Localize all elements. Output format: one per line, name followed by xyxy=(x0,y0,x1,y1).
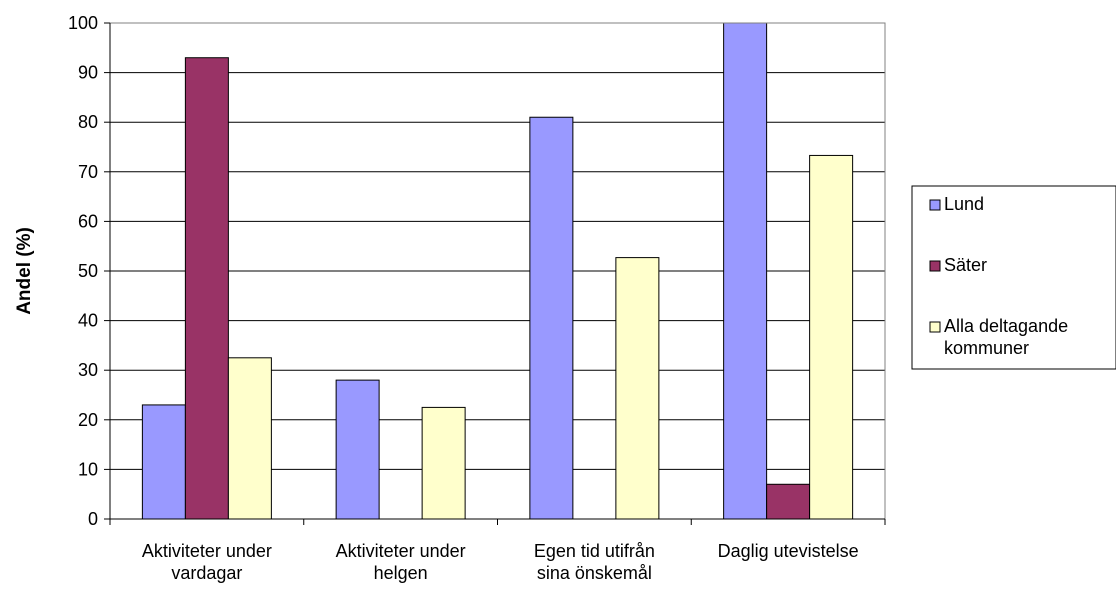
y-tick-label: 50 xyxy=(78,261,98,281)
y-tick-label: 0 xyxy=(88,509,98,529)
legend-label: Säter xyxy=(944,255,987,275)
y-tick-label: 10 xyxy=(78,459,98,479)
x-category-label-line: Egen tid utifrån xyxy=(534,541,655,561)
y-axis-label: Andel (%) xyxy=(14,227,35,315)
x-category-label: Daglig utevistelse xyxy=(718,541,859,561)
bar-lund xyxy=(335,379,380,520)
legend-label-line: kommuner xyxy=(944,338,1029,358)
y-tick-label: 70 xyxy=(78,162,98,182)
bar-alla-deltagande-kommuner xyxy=(615,257,660,520)
legend-label-line: Säter xyxy=(944,255,987,275)
legend-label-line: Alla deltagande xyxy=(944,316,1068,336)
bar-alla-deltagande-kommuner xyxy=(421,406,466,520)
bar-lund xyxy=(529,116,574,520)
bar-säter xyxy=(184,57,229,520)
x-category-label: Aktiviteter under vardagar xyxy=(142,541,272,583)
legend: Lund Säter Alla deltagande kommuner xyxy=(911,185,1116,370)
x-category-label: Egen tid utifrån sina önskemål xyxy=(534,541,655,583)
x-category-label-line: sina önskemål xyxy=(537,563,652,583)
bar-alla-deltagande-kommuner xyxy=(227,357,272,520)
x-category-label: Aktiviteter under helgen xyxy=(336,541,466,583)
x-category-label-line: helgen xyxy=(374,563,428,583)
legend-box xyxy=(911,185,1116,370)
y-tick-label: 20 xyxy=(78,410,98,430)
y-axis-ticks: 0 10 20 30 40 50 60 70 80 90 100 xyxy=(68,13,110,529)
y-tick-label: 80 xyxy=(78,112,98,132)
x-category-label-line: Daglig utevistelse xyxy=(718,541,859,561)
y-tick-label: 30 xyxy=(78,360,98,380)
x-category-label-line: Aktiviteter under xyxy=(336,541,466,561)
legend-label-line: Lund xyxy=(944,194,984,214)
x-category-label-line: vardagar xyxy=(171,563,242,583)
x-category-label-line: Aktiviteter under xyxy=(142,541,272,561)
legend-swatch xyxy=(929,321,941,333)
y-tick-label: 100 xyxy=(68,13,98,33)
legend-swatch xyxy=(929,199,941,211)
legend-label: Alla deltagande kommuner xyxy=(944,316,1068,358)
bar-lund xyxy=(723,22,768,520)
bar-säter xyxy=(766,483,811,520)
y-tick-label: 40 xyxy=(78,311,98,331)
legend-swatch xyxy=(929,260,941,272)
bar-lund xyxy=(141,404,186,520)
legend-label: Lund xyxy=(944,194,984,214)
bar-alla-deltagande-kommuner xyxy=(809,154,854,520)
y-tick-label: 60 xyxy=(78,211,98,231)
y-tick-label: 90 xyxy=(78,63,98,83)
